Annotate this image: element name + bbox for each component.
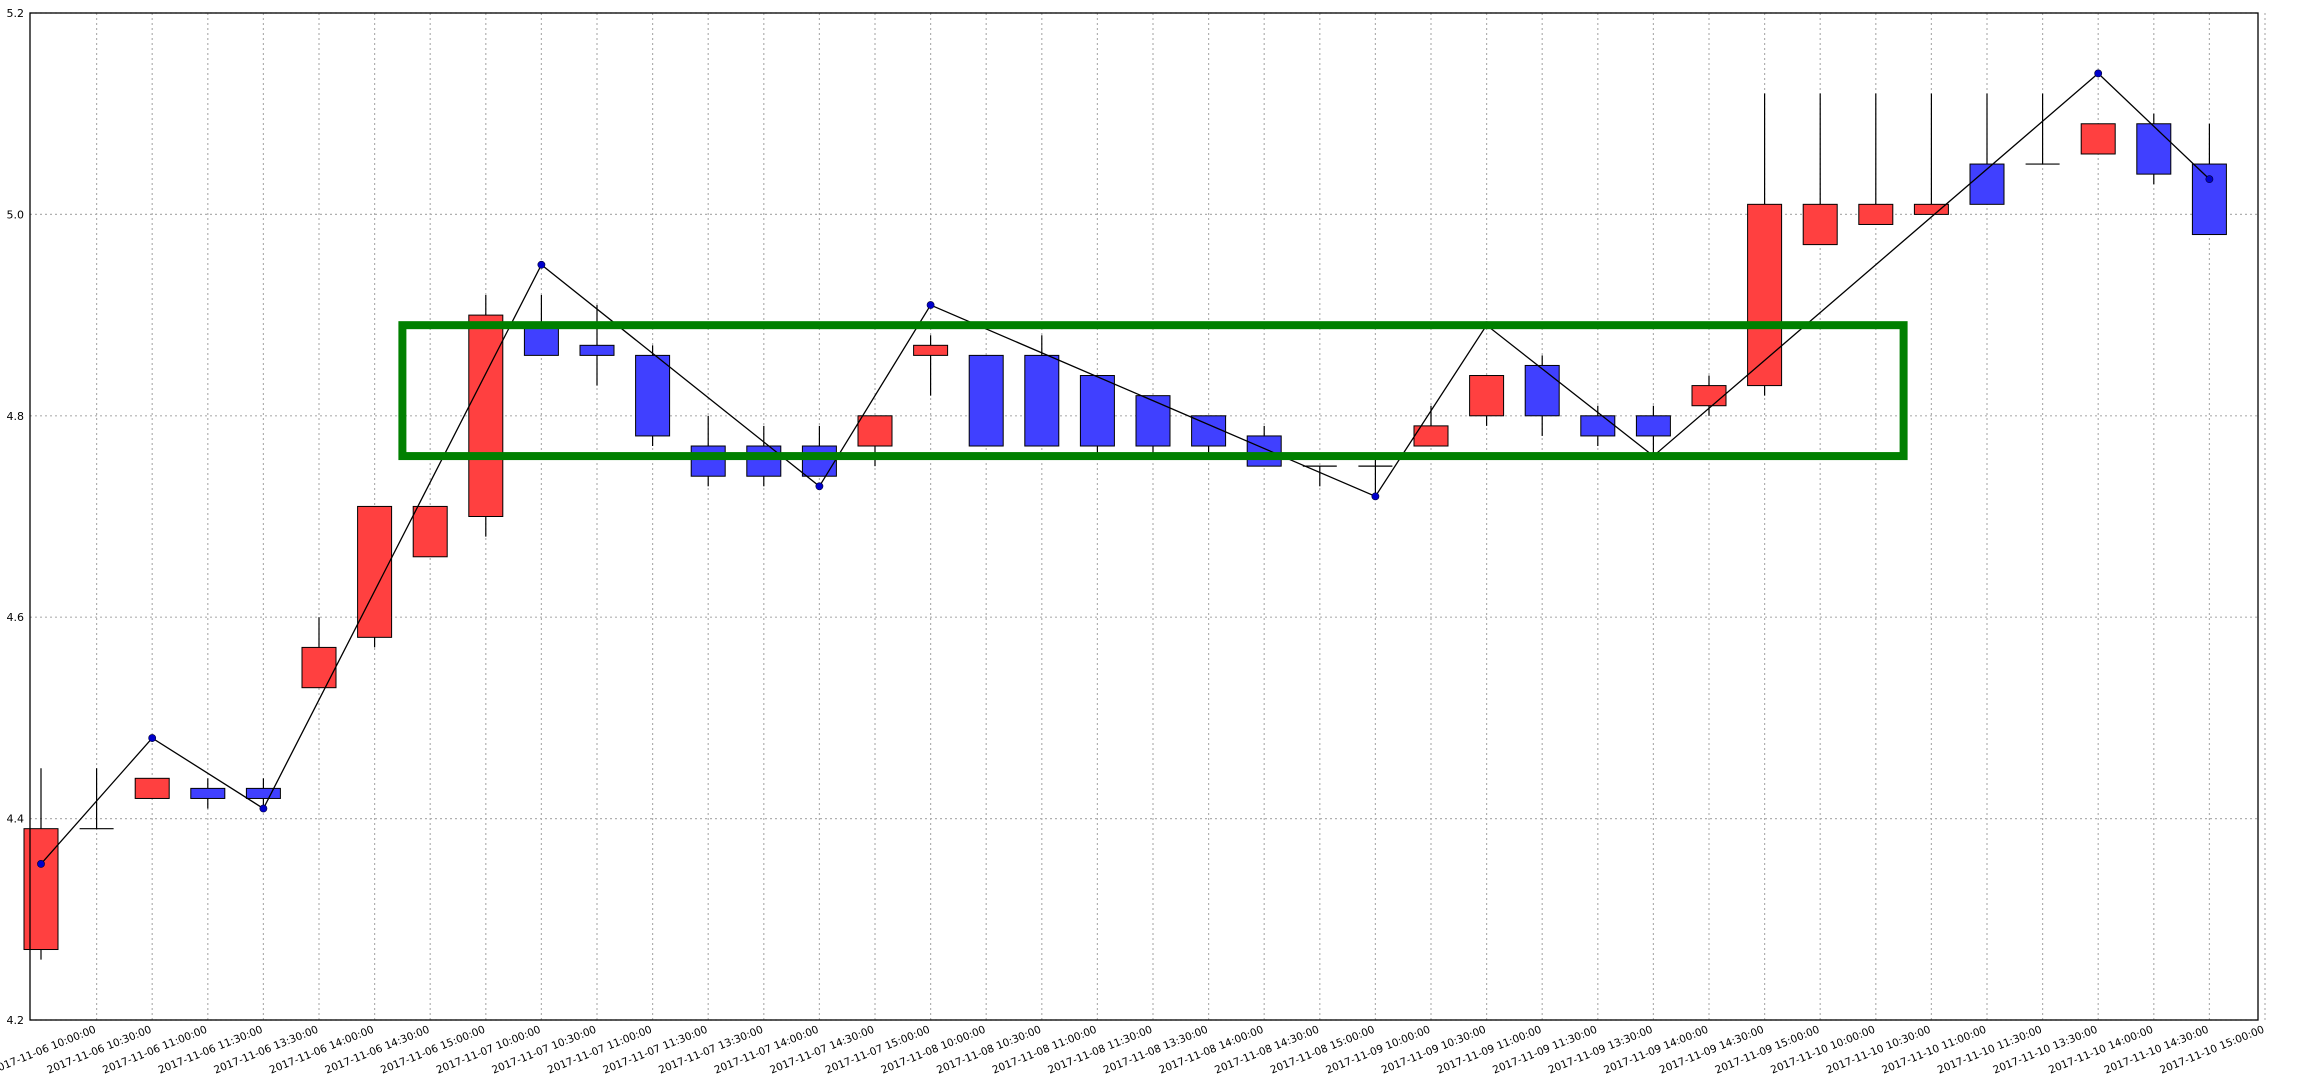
candle-body-up (913, 344, 949, 356)
candle-body-down (523, 324, 559, 356)
candle-body-up (1913, 203, 1949, 215)
candle-body-up (134, 777, 170, 799)
zigzag-point (259, 804, 268, 813)
candle-body-down (1135, 395, 1171, 447)
zigzag-point (926, 301, 935, 309)
candle-body-down (1580, 415, 1616, 437)
y-tick-label: 4.2 (7, 1014, 25, 1027)
zigzag-point (815, 482, 824, 491)
candle-body-up (23, 828, 59, 951)
zigzag-point (2094, 69, 2103, 78)
candle-body-up (2080, 123, 2116, 155)
candle-body-down (245, 787, 281, 799)
zigzag-point (2205, 175, 2214, 184)
y-tick-label: 5.2 (7, 7, 25, 20)
candle-body-down (1024, 354, 1060, 447)
candle-body-down (1524, 364, 1560, 417)
candle-body-down (2136, 123, 2172, 175)
candle-body-down (1635, 415, 1671, 437)
candle-body-down (1246, 435, 1282, 467)
y-tick-label: 4.4 (7, 813, 25, 826)
candle-body-down (579, 344, 615, 356)
candle-body-down (801, 445, 837, 477)
candle-body-down (1969, 163, 2005, 205)
candle-body-up (1802, 203, 1838, 246)
candle-body-up (412, 505, 448, 558)
y-tick-label: 4.6 (7, 611, 25, 624)
candle-body-down (190, 787, 226, 799)
candle-body-up (1747, 203, 1783, 387)
candle-body-down (1191, 415, 1227, 447)
candle-body-down (690, 445, 726, 477)
candle-body-down (968, 354, 1004, 447)
candle-body-down (746, 445, 782, 477)
consolidation-box (398, 321, 1908, 461)
candle-body-up (1858, 203, 1894, 225)
axes-frame (29, 12, 2259, 1021)
candle-body-up (357, 505, 393, 638)
candle-body-up (301, 646, 337, 689)
plot-area (30, 13, 2258, 1020)
candle-body-up (468, 314, 504, 517)
zigzag-point (537, 260, 546, 269)
candle-body-up (857, 415, 893, 447)
zigzag-point (148, 734, 157, 742)
y-tick-label: 5.0 (7, 208, 25, 221)
zigzag-point (37, 860, 45, 868)
zigzag-point (1371, 492, 1380, 501)
candle-body-down (2191, 163, 2227, 236)
candle-body-up (1691, 385, 1727, 407)
candle-body-up (1469, 375, 1505, 417)
y-tick-label: 4.8 (7, 410, 25, 423)
candle-body-down (1079, 375, 1115, 447)
candle-body-down (635, 354, 671, 437)
x-tick-label: 2017-11-10 15:00:00 (2158, 1024, 2266, 1077)
